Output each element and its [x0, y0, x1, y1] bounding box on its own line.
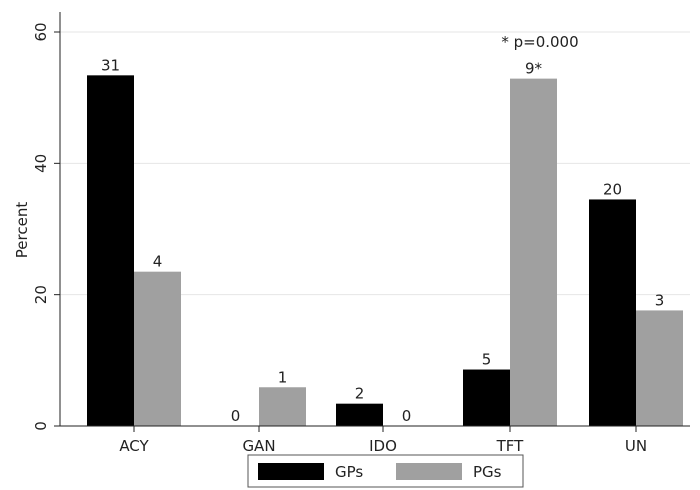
data-label: 5 — [482, 351, 492, 369]
bar-gps-tft — [463, 369, 510, 426]
x-tick-label: ACY — [119, 437, 149, 455]
legend-label-gps: GPs — [335, 463, 363, 481]
data-label: 9* — [525, 60, 543, 78]
x-tick-label: TFT — [496, 437, 525, 455]
data-label: 0 — [402, 407, 412, 425]
legend: GPs PGs — [247, 454, 524, 488]
bar-pgs-tft — [510, 78, 557, 426]
y-tick-label: 0 — [32, 421, 50, 431]
data-label: 4 — [153, 253, 163, 271]
x-tick-label: GAN — [242, 437, 275, 455]
data-label: 2 — [355, 385, 365, 403]
bar-gps-ido — [336, 403, 383, 426]
bar-gps-acy — [87, 75, 134, 426]
data-label: 0 — [231, 407, 241, 425]
bar-pgs-gan — [259, 387, 306, 426]
data-label: 1 — [278, 368, 288, 386]
y-tick-label: 20 — [32, 285, 50, 304]
y-tick-label: 60 — [32, 22, 50, 41]
data-label: 20 — [603, 180, 622, 198]
y-axis-title: Percent — [13, 202, 31, 259]
x-tick-label: UN — [625, 437, 647, 455]
legend-swatch-pgs — [396, 463, 462, 480]
data-label: 31 — [101, 56, 120, 74]
bar-pgs-acy — [134, 271, 181, 426]
bars — [87, 75, 683, 426]
bar-gps-un — [589, 199, 636, 426]
bar-pgs-un — [636, 310, 683, 426]
x-tick-label: IDO — [369, 437, 397, 455]
y-tick-label: 40 — [32, 154, 50, 173]
legend-swatch-gps — [258, 463, 324, 480]
legend-label-pgs: PGs — [473, 463, 502, 481]
data-label: 3 — [655, 291, 665, 309]
significance-annotation: * p=0.000 — [501, 33, 578, 51]
